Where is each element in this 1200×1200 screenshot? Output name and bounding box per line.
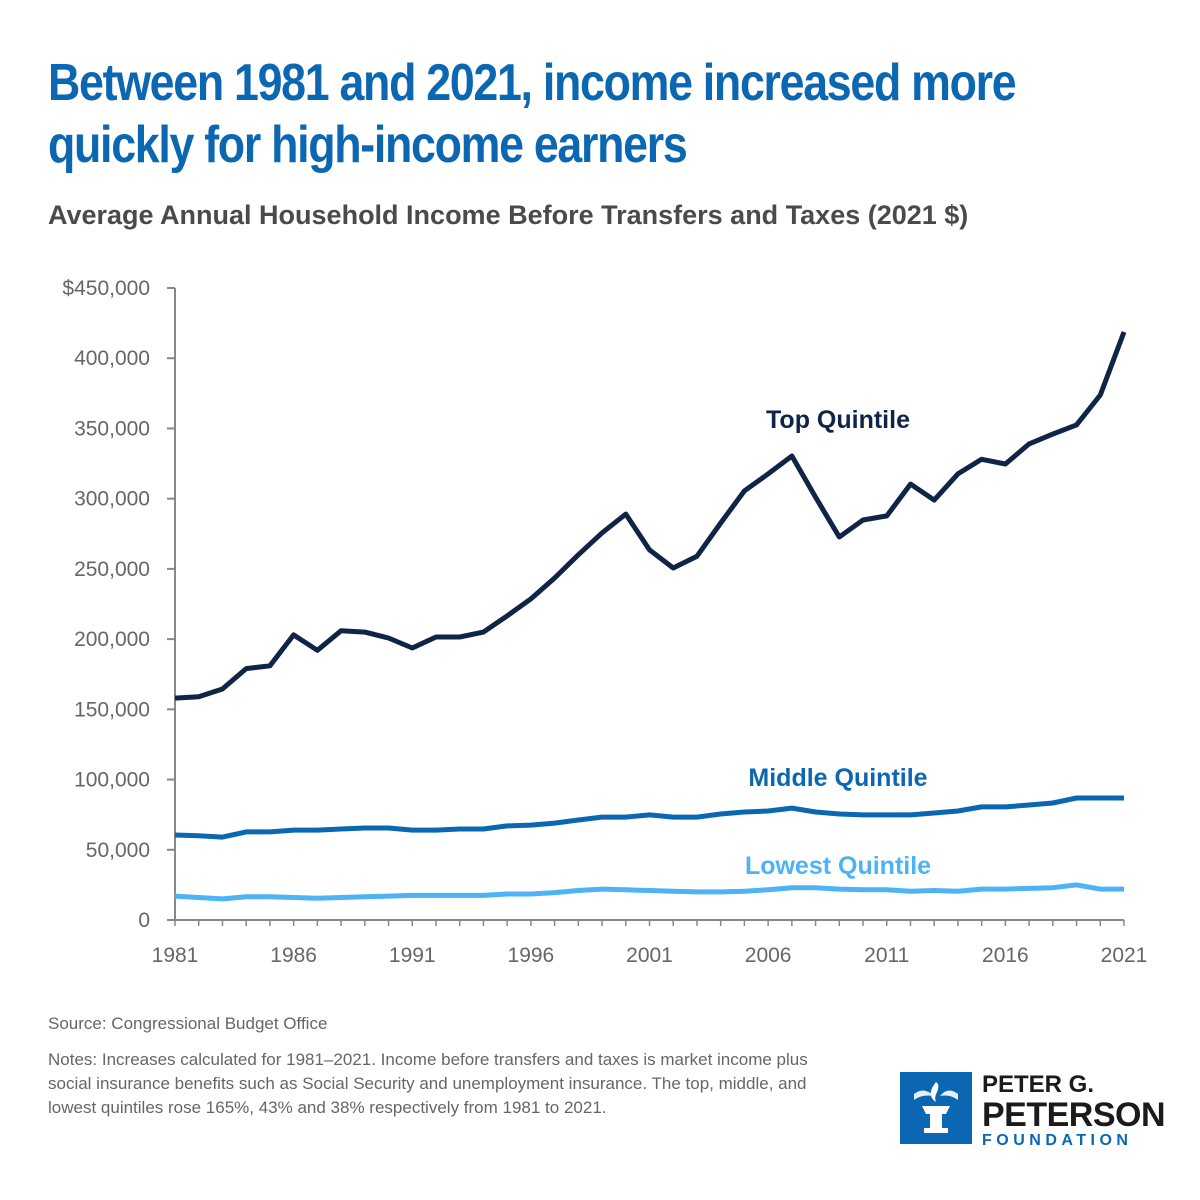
y-tick-label: 150,000 (74, 698, 150, 721)
y-tick-label: 200,000 (74, 628, 150, 651)
x-tick-label: 1996 (508, 944, 555, 967)
series-line-middle-quintile (174, 795, 1124, 840)
logo-line1: PETER G. (982, 1071, 1095, 1098)
torch-icon (900, 1072, 972, 1144)
x-tick-label: 1991 (389, 944, 436, 967)
y-tick-label: 300,000 (74, 488, 150, 511)
series-line-lowest-quintile (174, 882, 1124, 902)
source-note: Source: Congressional Budget Office (48, 1014, 328, 1033)
y-tick-label: 0 (138, 909, 150, 932)
y-tick-label: 350,000 (74, 417, 150, 440)
x-tick-label: 1981 (152, 944, 199, 967)
series-label: Lowest Quintile (745, 852, 931, 880)
x-tick-label: 2006 (745, 944, 792, 967)
x-tick-label: 1986 (270, 944, 317, 967)
y-tick-label: 250,000 (74, 558, 150, 581)
series-label: Middle Quintile (748, 764, 927, 792)
chart-title: Between 1981 and 2021, income increased … (48, 54, 1017, 174)
logo-line2: PETERSON (982, 1096, 1166, 1134)
chart-subtitle: Average Annual Household Income Before T… (48, 200, 969, 230)
notes: Notes: Increases calculated for 1981–202… (48, 1050, 808, 1117)
x-tick-label: 2011 (864, 944, 909, 967)
series-label: Top Quintile (766, 406, 910, 434)
x-tick-label: 2021 (1101, 944, 1148, 967)
y-tick-label: 100,000 (74, 769, 150, 792)
x-tick-label: 2001 (626, 944, 673, 967)
y-tick-label: 50,000 (86, 839, 150, 862)
line-chart: 0 50,000 100,000 150,000 200,000 250,000 300,0… (62, 277, 1148, 967)
y-tick-label: 400,000 (74, 347, 150, 370)
y-tick-label: $450,000 (62, 277, 150, 300)
peterson-foundation-logo: PETER G. PETERSON FOUNDATION (900, 1071, 1166, 1150)
series-line-top-quintile (174, 331, 1127, 701)
logo-line3: FOUNDATION (982, 1132, 1133, 1149)
x-tick-label: 2016 (982, 944, 1029, 967)
